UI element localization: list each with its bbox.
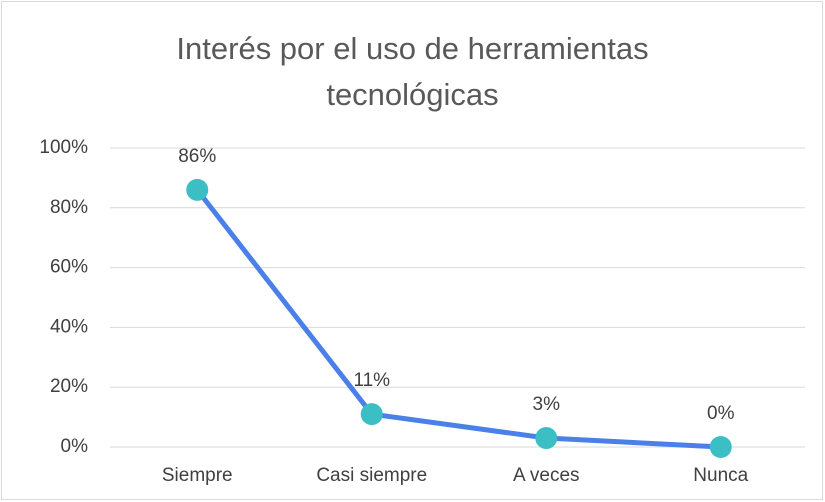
data-label: 86% bbox=[178, 146, 216, 167]
data-label: 3% bbox=[533, 394, 561, 415]
x-tick-label: A veces bbox=[513, 465, 580, 486]
y-tick-label: 40% bbox=[50, 316, 88, 337]
data-point bbox=[360, 403, 383, 426]
y-tick-label: 20% bbox=[50, 376, 88, 397]
data-point bbox=[535, 427, 558, 450]
x-tick-label: Nunca bbox=[693, 465, 748, 486]
x-tick-label: Casi siempre bbox=[316, 465, 427, 486]
data-point bbox=[186, 178, 209, 201]
y-tick-label: 0% bbox=[61, 436, 89, 457]
chart-title: Interés por el uso de herramientas tecno… bbox=[176, 31, 649, 112]
data-point bbox=[709, 436, 732, 458]
y-tick-label: 60% bbox=[50, 257, 88, 278]
series-line bbox=[195, 188, 721, 450]
x-tick-label: Siempre bbox=[162, 465, 233, 486]
y-tick-label: 80% bbox=[50, 197, 88, 218]
data-label: 11% bbox=[353, 370, 390, 391]
data-label: 0% bbox=[707, 403, 735, 424]
y-tick-label: 100% bbox=[39, 137, 88, 158]
